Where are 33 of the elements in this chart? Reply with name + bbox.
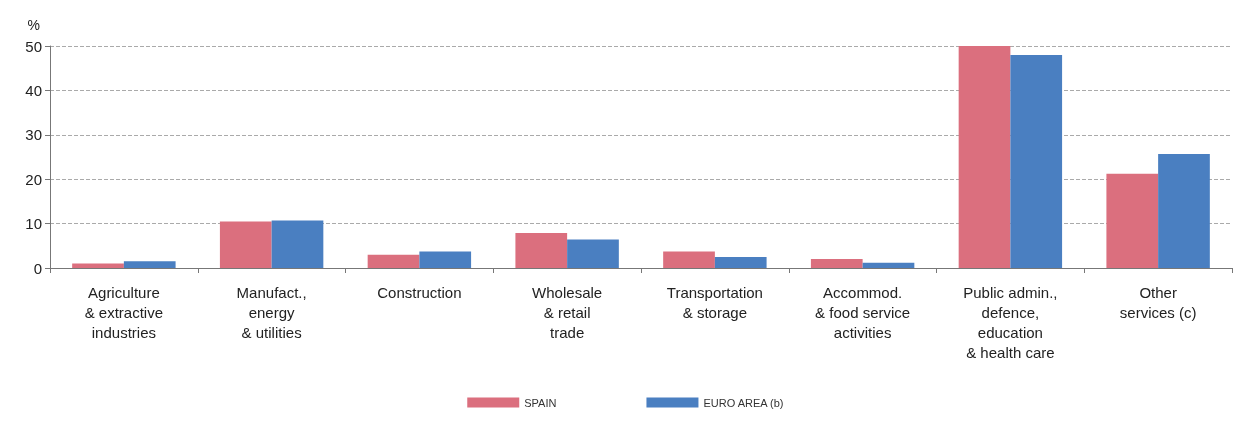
bar (663, 251, 715, 268)
y-tick-label: 30 (25, 126, 42, 144)
x-tick-label: Manufact., energy & utilities (236, 283, 307, 341)
x-tick-label: Construction (377, 283, 462, 301)
bar (271, 220, 324, 268)
legend-label: EURO AREA (b) (703, 396, 784, 409)
x-tick-label: Public admin., defence, education & health care (963, 283, 1058, 361)
bar (515, 232, 568, 268)
y-tick-label: 0 (33, 259, 42, 277)
bar (1158, 153, 1210, 268)
y-tick-label: 20 (25, 170, 42, 188)
legend-label: SPAIN (524, 396, 557, 409)
x-tick-label: Transportation & storage (666, 283, 763, 321)
bar (367, 254, 420, 268)
bar (714, 256, 767, 268)
bar (419, 251, 472, 268)
y-axis-title: % (27, 17, 40, 33)
bar (219, 221, 272, 268)
bar (72, 263, 124, 268)
bar (1106, 173, 1159, 268)
y-tick-label: 40 (25, 81, 42, 99)
bar (123, 261, 176, 268)
bar (862, 262, 915, 268)
bar (810, 259, 863, 268)
x-tick-label: Accommod. & food service activities (815, 283, 911, 341)
x-tick-label: Wholesale & retail trade (532, 283, 603, 341)
x-tick-label: Agriculture & extractive industries (84, 283, 164, 341)
bar (1010, 54, 1063, 268)
x-tick-label: Other services (c) (1119, 283, 1197, 321)
y-tick-label: 50 (25, 37, 42, 55)
bar (567, 239, 619, 268)
bar (958, 46, 1011, 268)
y-tick-label: 10 (25, 215, 42, 233)
